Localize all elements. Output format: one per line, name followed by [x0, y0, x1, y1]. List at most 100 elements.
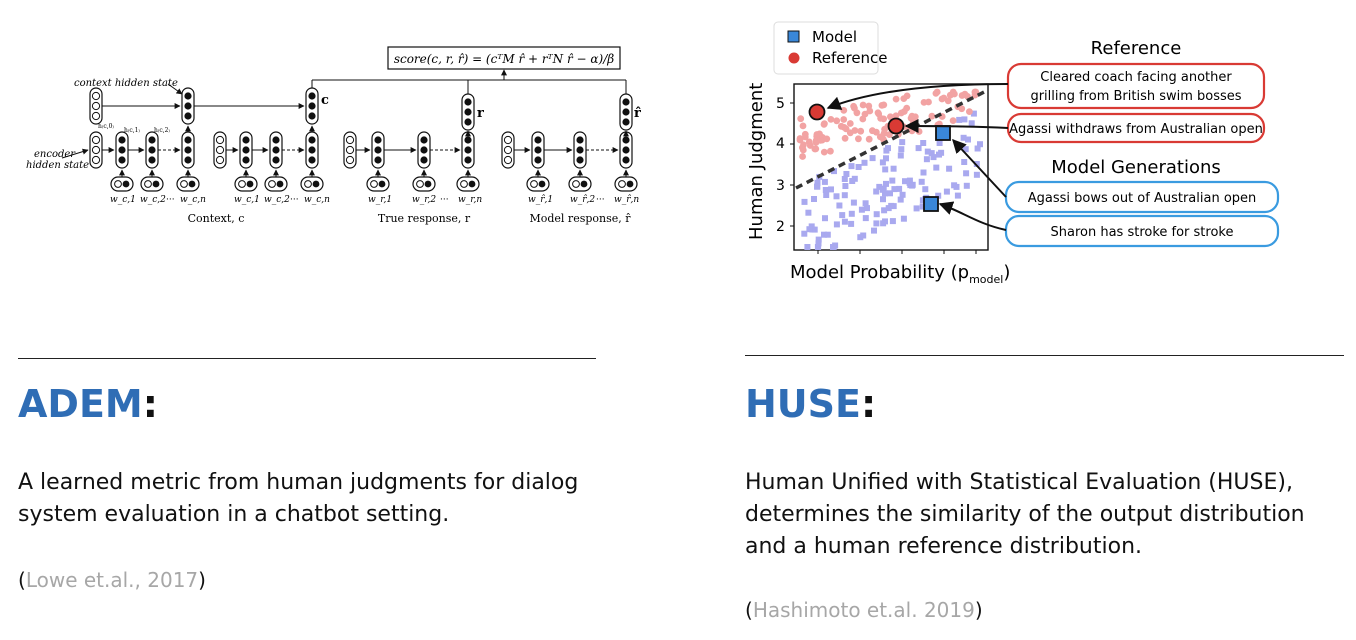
- reference-point: [857, 127, 865, 135]
- model-point: [848, 163, 855, 170]
- encoder-label-line2: hidden state: [26, 160, 89, 171]
- model-point: [842, 183, 849, 189]
- model-point: [801, 230, 808, 237]
- reference-point: [881, 125, 888, 133]
- citation-close: ): [974, 598, 983, 622]
- model-point: [891, 186, 898, 193]
- reference-point: [866, 107, 874, 115]
- hidden-label: h₍c,1₎: [124, 127, 140, 134]
- model-point: [889, 218, 896, 225]
- adem-panel: score(c, r, r̂) = (cᵀM r̂ + rᵀN r̂ − α)/…: [18, 46, 641, 592]
- adem-citation-link[interactable]: Lowe et.al., 2017: [25, 568, 199, 592]
- reference-box-1-line2: grilling from British swim bosses: [1030, 89, 1241, 104]
- hidden-label: h₍c,0₎: [98, 123, 114, 130]
- model-point: [814, 183, 820, 190]
- reference-point: [892, 95, 900, 103]
- model-point: [920, 169, 927, 176]
- reference-point: [855, 135, 862, 143]
- model-point: [880, 220, 887, 227]
- model-point: [909, 182, 916, 189]
- huse-title-colon: :: [861, 382, 877, 426]
- model-point: [936, 151, 942, 158]
- reference-annotation-title: Reference: [1091, 38, 1182, 59]
- model-point: [805, 209, 812, 216]
- huse-title-keyword[interactable]: HUSE: [745, 382, 861, 426]
- model-point: [822, 215, 828, 222]
- legend-model-label: Model: [812, 28, 857, 46]
- model-point: [900, 215, 907, 222]
- reference-point: [938, 95, 946, 103]
- reference-point: [813, 131, 821, 138]
- reference-point: [841, 134, 849, 142]
- reference-point: [850, 102, 857, 110]
- model-point: [961, 116, 968, 123]
- model-point: [879, 186, 886, 193]
- model-point: [887, 190, 893, 197]
- reference-point: [842, 125, 850, 133]
- model-point: [928, 150, 935, 157]
- generations-annotation-title: Model Generations: [1051, 157, 1221, 178]
- model-point: [855, 164, 862, 170]
- huse-title: HUSE:: [745, 384, 876, 424]
- model-point: [970, 110, 977, 117]
- model-point: [822, 187, 829, 193]
- model-point: [862, 215, 869, 222]
- left-divider: [18, 358, 596, 359]
- ytick-label: 3: [776, 178, 785, 194]
- true-response-caption: True response, r: [378, 212, 471, 225]
- reference-point: [806, 142, 814, 149]
- model-point: [889, 177, 896, 184]
- model-point: [821, 178, 828, 185]
- model-point: [848, 210, 855, 217]
- reference-point: [820, 121, 828, 128]
- ytick-label: 4: [776, 136, 785, 152]
- word-label: w_c,n: [304, 195, 330, 205]
- reference-point: [911, 113, 919, 121]
- y-axis-label: Human Judgment: [746, 83, 767, 240]
- model-point: [960, 134, 967, 141]
- reference-point: [859, 115, 867, 123]
- model-point: [933, 164, 940, 171]
- reference-point: [796, 136, 804, 144]
- model-point: [896, 185, 903, 192]
- model-point: [830, 244, 836, 250]
- model-point: [864, 205, 870, 212]
- model-point: [873, 188, 880, 195]
- reference-point: [944, 97, 952, 105]
- ytick-label: 2: [776, 219, 785, 235]
- reference-point: [853, 109, 861, 117]
- citation-close: ): [198, 568, 206, 592]
- model-point: [801, 198, 808, 205]
- model-point: [965, 136, 971, 143]
- model-point: [924, 148, 931, 155]
- model-point: [915, 145, 922, 152]
- huse-scatter-figure: 5 4 3 2 Human Judgment Model Probability…: [746, 21, 1280, 286]
- context-caption: Context, c: [188, 212, 245, 225]
- model-point: [804, 244, 811, 250]
- model-point: [920, 140, 927, 146]
- model-point: [873, 220, 880, 227]
- reference-point: [886, 131, 893, 139]
- legend-reference-marker: [788, 52, 800, 64]
- word-label: w_r̂,2: [570, 194, 595, 205]
- model-point: [814, 179, 821, 186]
- model-point: [936, 140, 943, 146]
- reference-point: [951, 90, 958, 98]
- huse-citation: (Hashimoto et.al. 2019): [745, 597, 983, 623]
- model-point: [974, 145, 981, 152]
- reference-point: [833, 117, 841, 125]
- huse-citation-link[interactable]: Hashimoto et.al. 2019: [752, 598, 975, 622]
- reference-point: [799, 153, 806, 160]
- model-point: [841, 176, 848, 182]
- right-divider: [745, 355, 1344, 356]
- hidden-label: h₍c,2₎: [154, 127, 170, 134]
- encoder-label-line1: encoder: [34, 149, 76, 160]
- reference-highlight-point: [887, 117, 905, 135]
- adem-title-keyword[interactable]: ADEM: [18, 382, 143, 426]
- model-point: [881, 207, 888, 214]
- model-point: [899, 191, 906, 198]
- reference-point: [811, 145, 819, 153]
- model-point: [821, 231, 827, 238]
- adem-title-colon: :: [142, 382, 158, 426]
- model-point: [836, 202, 843, 209]
